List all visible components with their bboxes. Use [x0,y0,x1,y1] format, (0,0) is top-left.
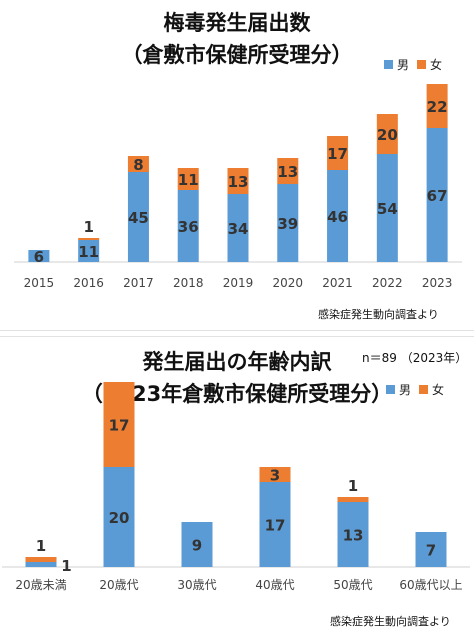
chart1-subtitle: （倉敷市保健所受理分） [121,43,353,67]
legend2-female: 女 [419,381,444,398]
bar-male-2018 [177,190,199,262]
bar-male-30歳代 [181,522,213,567]
label-male-20歳未満: 1 [61,557,71,575]
label-female-2023: 22 [427,98,448,116]
label-female-2017: 8 [133,156,143,174]
bar-male-20歳代 [103,467,135,567]
label-male-40歳代: 17 [265,517,286,535]
tick-label-60歳代以上: 60歳代以上 [399,578,462,592]
age-bar-chart: 1120歳未満201720歳代930歳代17340歳代13150歳代760歳代以… [2,382,470,592]
bar-male-2016 [78,240,100,262]
bar-female-2020 [277,158,299,184]
legend-male-swatch [384,60,393,69]
chart2-title: 発生届出の年齢内訳 [142,350,332,374]
label-male-20歳代: 20 [109,509,130,527]
bar-female-20歳未満 [25,557,57,562]
label-female-2019: 13 [228,173,249,191]
label-male-2023: 67 [427,187,448,205]
label-female-20歳代: 17 [109,417,130,435]
bar-female-2017 [127,156,149,172]
tick-label-20歳未満: 20歳未満 [15,578,66,592]
bar-female-2018 [177,168,199,190]
label-female-2016: 1 [83,218,93,236]
label-female-2018: 11 [178,171,199,189]
label-male-2022: 54 [377,200,398,218]
bar-male-2023 [426,128,448,262]
tick-label-2023: 2023 [422,276,453,290]
tick-label-2017: 2017 [123,276,154,290]
legend-male: 男 [384,56,409,73]
legend2-female-label: 女 [432,383,445,397]
chart1-legend: 男 女 [384,56,450,73]
legend2-male: 男 [386,381,411,398]
annual-bar-chart: 6201511120164582017361120183413201939132… [14,84,462,290]
label-female-40歳代: 3 [270,467,280,485]
age-chart-panel: 発生届出の年齢内訳 （2023年倉敷市保健所受理分） n＝89 （2023年） … [0,336,474,635]
label-female-20歳未満: 1 [36,537,46,555]
bar-male-2017 [127,172,149,262]
bar-male-60歳代以上 [415,532,447,567]
tick-label-2016: 2016 [73,276,104,290]
chart2-legend: 男 女 [386,381,452,398]
legend2-male-swatch [386,385,395,394]
bar-male-2020 [277,184,299,262]
label-female-2021: 17 [327,145,348,163]
bar-female-2019 [227,168,249,194]
bar-male-2021 [327,170,349,262]
legend-female-label: 女 [430,58,443,72]
bar-male-50歳代 [337,502,369,567]
chart2-sample-note: n＝89 （2023年） [362,351,468,365]
bar-male-20歳未満 [25,562,57,567]
label-female-2020: 13 [277,163,298,181]
label-male-30歳代: 9 [192,537,202,555]
bar-male-40歳代 [259,482,291,567]
bar-male-2019 [227,194,249,262]
tick-label-2018: 2018 [173,276,204,290]
label-male-2017: 45 [128,209,149,227]
bar-female-50歳代 [337,497,369,502]
annual-chart-panel: 梅毒発生届出数 （倉敷市保健所受理分） 男 女 6 2015 11 1 2016 45 8 2… [0,11,474,331]
legend-female: 女 [417,56,442,73]
bar-female-40歳代 [259,467,291,482]
legend2-female-swatch [419,385,429,394]
tick-label-20歳代: 20歳代 [99,578,138,592]
label-male-2019: 34 [228,220,249,238]
bar-male-2015 [28,250,50,262]
bar-female-2023 [426,84,448,128]
chart1-title: 梅毒発生届出数 [163,11,311,35]
label-male-2021: 46 [327,208,348,226]
label-male-2015: 6 [34,248,44,266]
chart1-source: 感染症発生動向調査より [318,308,439,321]
bar-female-2021 [327,136,349,170]
bar-female-2016 [78,238,100,240]
tick-label-30歳代: 30歳代 [177,578,216,592]
tick-label-2021: 2021 [322,276,353,290]
legend-male-label: 男 [397,58,410,72]
label-male-2018: 36 [178,218,199,236]
tick-label-2022: 2022 [372,276,403,290]
label-male-2016: 11 [78,243,99,261]
bar-female-2022 [376,114,398,154]
label-female-50歳代: 1 [348,477,358,495]
label-female-2022: 20 [377,126,398,144]
label-male-60歳代以上: 7 [426,542,436,560]
bar-female-20歳代 [103,382,135,467]
label-male-50歳代: 13 [343,527,364,545]
legend2-male-label: 男 [399,383,412,397]
tick-label-2019: 2019 [223,276,254,290]
tick-label-2015: 2015 [24,276,55,290]
bar-male-2022 [376,154,398,262]
chart2-source: 感染症発生動向調査より [330,615,451,628]
tick-label-40歳代: 40歳代 [255,578,294,592]
tick-label-50歳代: 50歳代 [333,578,372,592]
legend-female-swatch [417,60,427,69]
label-male-2020: 39 [277,215,298,233]
tick-label-2020: 2020 [273,276,304,290]
